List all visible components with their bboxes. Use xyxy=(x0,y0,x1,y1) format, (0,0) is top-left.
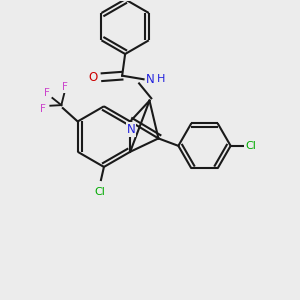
Text: F: F xyxy=(44,88,50,98)
Text: Cl: Cl xyxy=(94,187,105,197)
Text: N: N xyxy=(146,73,154,86)
Text: H: H xyxy=(157,74,165,84)
Text: F: F xyxy=(62,82,68,92)
Text: Cl: Cl xyxy=(245,141,256,151)
Text: N: N xyxy=(127,123,136,136)
Text: F: F xyxy=(40,104,46,114)
Text: O: O xyxy=(88,71,98,84)
